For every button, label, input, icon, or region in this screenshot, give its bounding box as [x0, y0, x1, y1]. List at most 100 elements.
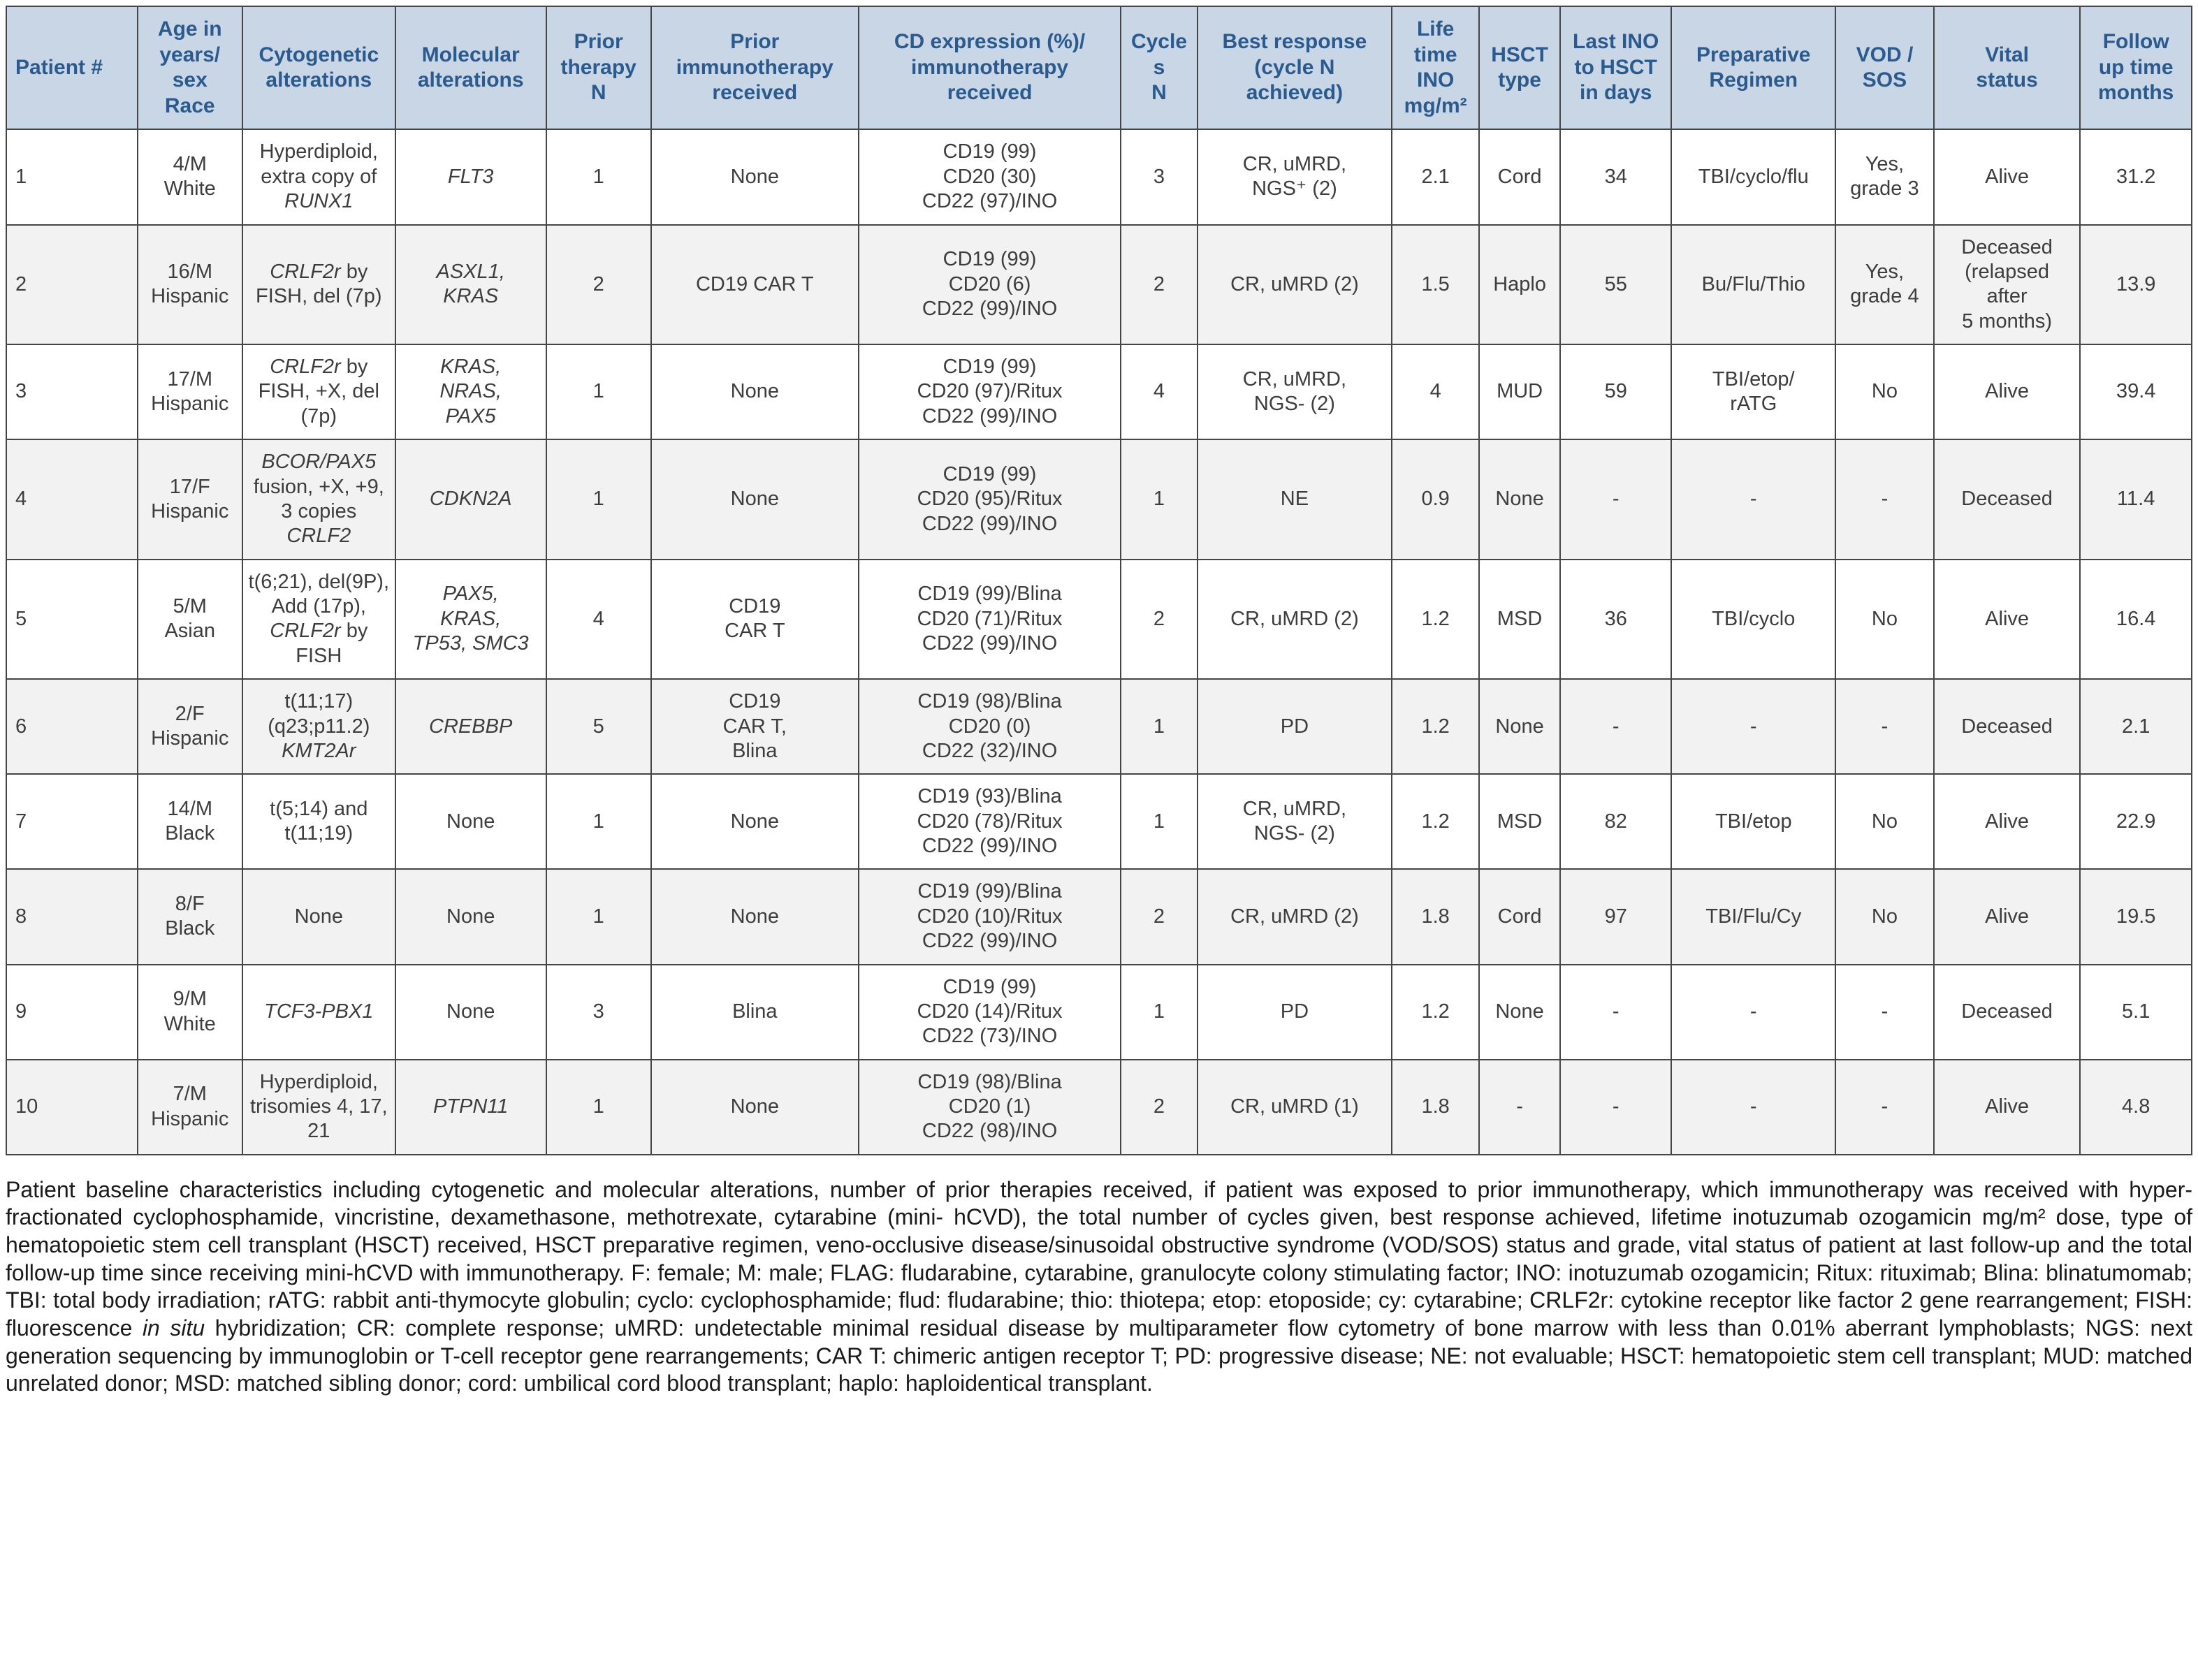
table-cell: FLT3 [394, 129, 547, 226]
table-cell: CR, uMRD, NGS- (2) [1196, 343, 1393, 441]
table-cell: 11.4 [2079, 439, 2192, 560]
table-cell: 3 [6, 343, 138, 441]
table-cell: Hyperdiploid, trisomies 4, 17, 21 [241, 1058, 396, 1155]
table-cell: 34 [1559, 129, 1673, 226]
table-cell: 5.1 [2079, 963, 2192, 1060]
table-cell: NE [1196, 439, 1393, 560]
table-cell: Yes, grade 3 [1835, 129, 1935, 226]
table-cell: No [1835, 343, 1935, 441]
table-cell: t(5;14) and t(11;19) [241, 773, 396, 870]
table-cell: None [394, 773, 547, 870]
table-cell: 97 [1559, 868, 1673, 965]
table-cell: - [1559, 439, 1673, 560]
table-row: 7 14/M Black t(5;14) and t(11;19) None 1 None… [6, 773, 2192, 870]
table-cell: TBI/etop/ rATG [1671, 343, 1837, 441]
table-cell: 1 [6, 129, 138, 226]
table-cell: None [1478, 678, 1561, 775]
table-cell: Deceased (relapsed after 5 months) [1933, 224, 2081, 345]
table-header: Patient # Age in years/ sex Race Cytogenet… [6, 5, 2192, 131]
table-cell: TBI/cyclo [1671, 558, 1837, 680]
gene-name: FLT3 [447, 165, 494, 188]
table-row: 9 9/M White TCF3-PBX1 None 3 Blina CD19 (99) C… [6, 963, 2192, 1060]
table-figure: Patient # Age in years/ sex Race Cytogenet… [6, 5, 2192, 1396]
text-segment: by FISH, del (7p) [256, 260, 382, 308]
table-cell: - [1835, 678, 1935, 775]
table-cell: No [1835, 558, 1935, 680]
table-cell: CR, uMRD, NGS- (2) [1196, 773, 1393, 870]
table-cell: CD19 CAR T [650, 558, 859, 680]
table-cell: 2/F Hispanic [136, 678, 243, 775]
table-body: 1 4/M White Hyperdiploid, extra copy of RU… [6, 129, 2192, 1155]
table-cell: None [650, 343, 859, 441]
gene-name: KMT2Ar [282, 739, 356, 762]
table-cell: 4 [1120, 343, 1198, 441]
table-cell: CR, uMRD, NGS⁺ (2) [1196, 129, 1393, 226]
table-cell: MUD [1478, 343, 1561, 441]
table-cell: 17/M Hispanic [136, 343, 243, 441]
table-cell: 1 [545, 773, 652, 870]
table-cell: None [1478, 963, 1561, 1060]
table-cell: None [650, 439, 859, 560]
text-segment: fusion, +X, +9, 3 copies [253, 475, 384, 523]
table-cell: BCOR/PAX5 fusion, +X, +9, 3 copies CRLF2 [241, 439, 396, 560]
text-segment: t(6;21), del(9P), Add (17p), [248, 570, 390, 618]
table-cell: KRAS, NRAS, PAX5 [394, 343, 547, 441]
table-cell: CREBBP [394, 678, 547, 775]
table-cell: None [650, 129, 859, 226]
table-cell: 4 [545, 558, 652, 680]
table-cell: 1.8 [1391, 868, 1480, 965]
table-cell: - [1671, 439, 1837, 560]
table-cell: 9 [6, 963, 138, 1060]
table-cell: Alive [1933, 773, 2081, 870]
table-cell: CR, uMRD (2) [1196, 868, 1393, 965]
gene-name: CREBBP [429, 715, 513, 738]
column-header: Vital status [1933, 5, 2081, 131]
table-row: 5 5/M Asian t(6;21), del(9P), Add (17p), C… [6, 558, 2192, 680]
table-cell: 2 [1120, 868, 1198, 965]
table-cell: Alive [1933, 1058, 2081, 1155]
table-cell: - [1559, 678, 1673, 775]
table-cell: CD19 (93)/Blina CD20 (78)/Ritux CD22 (99… [857, 773, 1122, 870]
table-cell: CD19 CAR T, Blina [650, 678, 859, 775]
table-cell: Alive [1933, 343, 2081, 441]
table-cell: CD19 (99) CD20 (14)/Ritux CD22 (73)/INO [857, 963, 1122, 1060]
table-cell: TBI/Flu/Cy [1671, 868, 1837, 965]
table-cell: 1.2 [1391, 678, 1480, 775]
table-cell: - [1671, 1058, 1837, 1155]
table-cell: 55 [1559, 224, 1673, 345]
gene-name: ASXL1, KRAS [436, 260, 505, 308]
table-cell: No [1835, 868, 1935, 965]
gene-name: BCOR/PAX5 [261, 451, 377, 474]
table-row: 10 7/M Hispanic Hyperdiploid, trisomies 4,… [6, 1058, 2192, 1155]
gene-name: KRAS, NRAS, PAX5 [439, 356, 502, 428]
table-cell: 1 [545, 129, 652, 226]
table-cell: CD19 (98)/Blina CD20 (1) CD22 (98)/INO [857, 1058, 1122, 1155]
table-cell: 39.4 [2079, 343, 2192, 441]
table-cell: CD19 (99)/Blina CD20 (10)/Ritux CD22 (99… [857, 868, 1122, 965]
table-cell: Deceased [1933, 439, 2081, 560]
column-header: Life time INO mg/m² [1391, 5, 1480, 131]
table-cell: 1 [1120, 773, 1198, 870]
table-cell: Alive [1933, 868, 2081, 965]
table-cell: 1.2 [1391, 558, 1480, 680]
table-cell: 1 [1120, 963, 1198, 1060]
table-cell: 2.1 [1391, 129, 1480, 226]
table-cell: 82 [1559, 773, 1673, 870]
table-cell: 1 [1120, 678, 1198, 775]
table-cell: 3 [1120, 129, 1198, 226]
table-row: 1 4/M White Hyperdiploid, extra copy of RU… [6, 129, 2192, 226]
table-cell: PAX5, KRAS, TP53, SMC3 [394, 558, 547, 680]
column-header: Cytogenetic alterations [241, 5, 396, 131]
table-cell: 1.5 [1391, 224, 1480, 345]
table-cell: Deceased [1933, 678, 2081, 775]
table-cell: Haplo [1478, 224, 1561, 345]
table-cell: 36 [1559, 558, 1673, 680]
table-cell: Cord [1478, 868, 1561, 965]
table-cell: None [1478, 439, 1561, 560]
gene-name: in situ [142, 1315, 205, 1341]
table-cell: Alive [1933, 129, 2081, 226]
table-cell: 1 [545, 343, 652, 441]
table-cell: 4.8 [2079, 1058, 2192, 1155]
table-cell: Cord [1478, 129, 1561, 226]
gene-name: PTPN11 [432, 1095, 509, 1118]
